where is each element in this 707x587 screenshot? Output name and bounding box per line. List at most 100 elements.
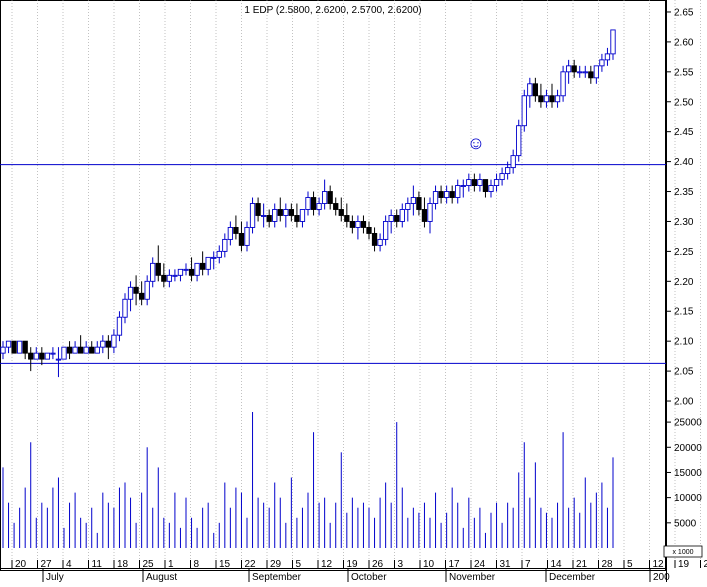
candle [594,66,598,84]
candle [483,180,487,198]
candle [228,221,232,245]
candle [250,198,254,234]
month-label: November [449,572,496,582]
candle [383,215,387,245]
candle [62,347,66,359]
candle [350,215,354,233]
candle [583,66,587,78]
date-tick-label: 8 [194,559,200,570]
candle [117,311,121,341]
candle [417,192,421,216]
candle [206,257,210,275]
candle [45,353,49,359]
candle [295,204,299,228]
candle [101,335,105,353]
smiley-annotation: ☺ [467,133,485,153]
candle [278,198,282,222]
candle [467,174,471,192]
candle [411,186,415,216]
candle [611,30,615,60]
candle [367,221,371,239]
candle [195,263,199,281]
candle [256,198,260,222]
candle [84,341,88,353]
date-tick-label: 28 [602,559,614,570]
date-tick-label: 3 [398,559,404,570]
month-label: 200 [653,572,670,582]
candle [23,341,27,359]
date-tick-label: 20 [15,559,27,570]
volume-tick-label: 10000 [674,493,702,504]
candle [422,198,426,228]
volume-bars [3,412,613,548]
candle [173,269,177,281]
candle [212,251,216,269]
date-tick-label: 31 [500,559,512,570]
candle [223,233,227,257]
candle [128,281,132,311]
date-tick-label: 27 [41,559,53,570]
date-tick-label: 12 [653,559,665,570]
month-label: August [146,572,177,582]
candle [450,186,454,204]
candle [29,347,33,371]
grid-lines [12,0,707,560]
candle [334,198,338,216]
month-label: July [46,572,64,582]
candle [395,209,399,227]
candle [533,78,537,102]
candle [406,198,410,222]
price-tick-label: 2.05 [674,367,694,378]
candle [461,180,465,198]
candle [478,174,482,192]
candle [67,341,71,359]
candle [162,263,166,287]
candle [56,347,60,377]
candle [40,347,44,365]
plot-frame [1,1,666,571]
candle [134,275,138,305]
candle [578,66,582,78]
candle [145,275,149,305]
candle [217,245,221,263]
candle [189,257,193,281]
candle [328,186,332,210]
candle [428,198,432,234]
candle [184,263,188,275]
candle [378,233,382,251]
candle [51,347,55,359]
price-tick-label: 2.25 [674,247,694,258]
price-tick-label: 2.65 [674,7,694,18]
volume-unit-label: x 1000 [672,549,693,556]
candle [489,180,493,198]
date-tick-label: 5 [627,559,633,570]
candle [444,186,448,204]
candle [472,174,476,192]
price-tick-label: 2.45 [674,127,694,138]
candle [178,269,182,281]
candle [78,335,82,353]
chart-title: 1 EDP (2.5800, 2.6200, 2.5700, 2.6200) [244,5,421,16]
candle [345,204,349,228]
candle [112,329,116,353]
candle [139,281,143,305]
candle [73,341,77,353]
price-tick-label: 2.40 [674,157,694,168]
date-tick-label: 11 [92,559,103,570]
price-tick-label: 2.20 [674,277,694,288]
volume-tick-label: 5000 [674,518,697,529]
candle [511,150,515,174]
date-tick-label: 21 [576,559,588,570]
candle [494,174,498,192]
volume-tick-label: 20000 [674,443,702,454]
candle [167,269,171,287]
candle [605,48,609,66]
price-tick-label: 2.10 [674,337,694,348]
date-tick-label: 26 [372,559,384,570]
candle [550,84,554,108]
candle [317,198,321,216]
candle [528,78,532,108]
candle [361,215,365,233]
candle [589,66,593,84]
